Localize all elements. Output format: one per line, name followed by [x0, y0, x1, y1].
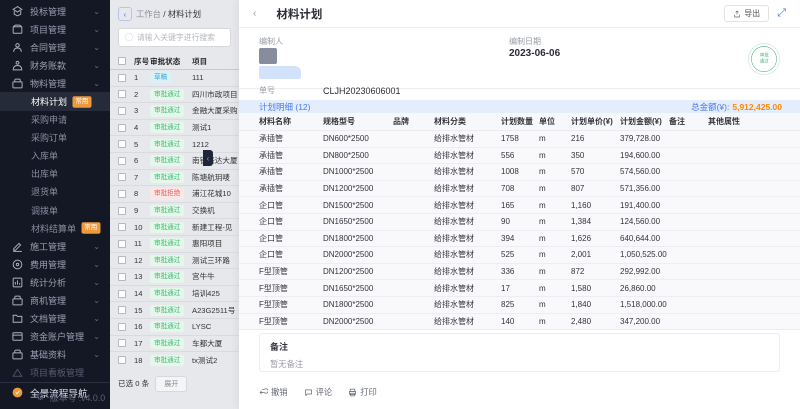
- svg-text:通过: 通过: [760, 57, 769, 64]
- svg-text:审批: 审批: [760, 51, 769, 58]
